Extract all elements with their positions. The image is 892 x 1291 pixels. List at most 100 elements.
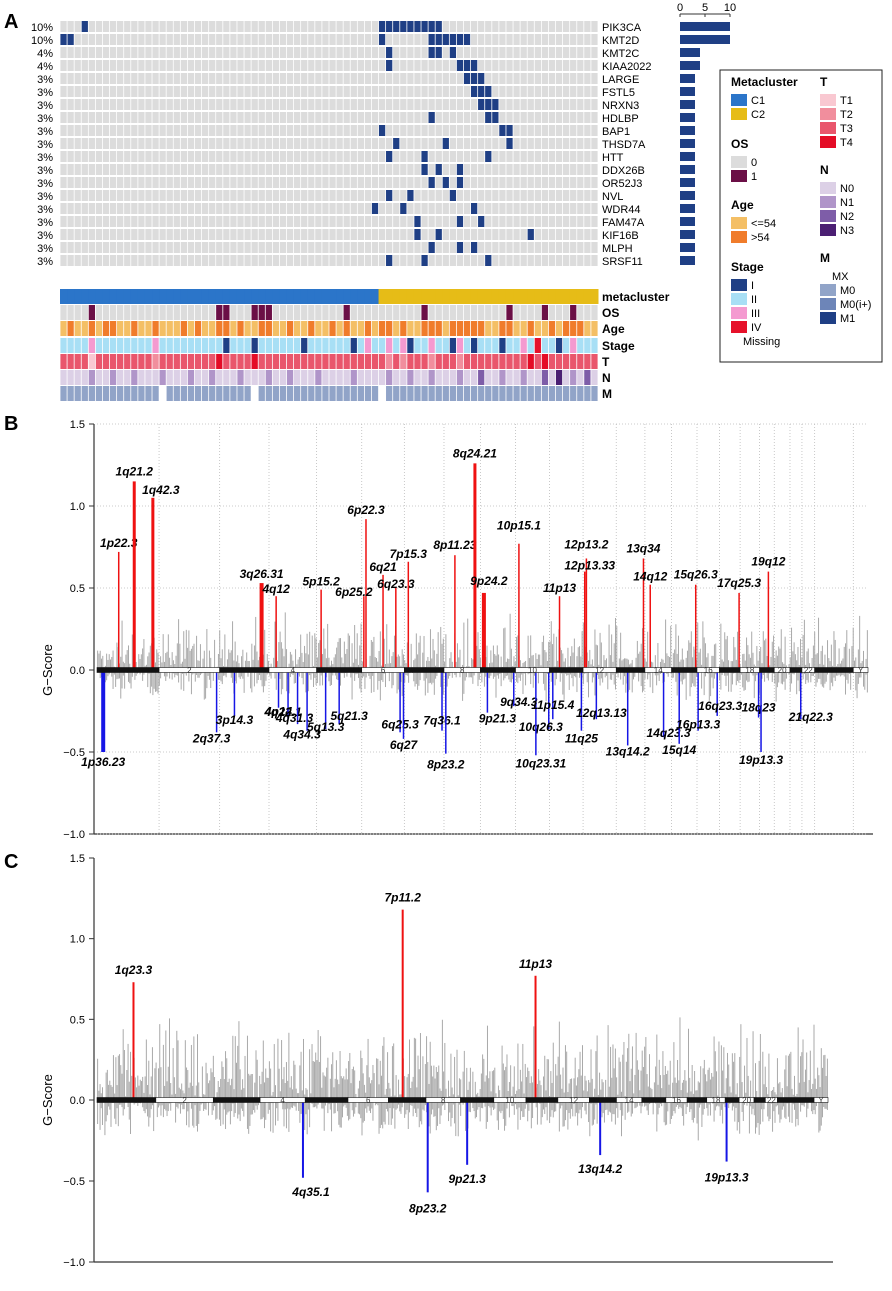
empty-cell xyxy=(421,47,428,58)
amp-peak-bar xyxy=(363,596,365,670)
oncoprint-legend: MetaclusterC1C2OS01Age<=54>54StageIIIIII… xyxy=(719,69,883,363)
track-cell xyxy=(485,321,492,336)
legend-swatch xyxy=(731,170,747,182)
empty-cell xyxy=(308,242,315,253)
empty-cell xyxy=(343,229,350,240)
empty-cell xyxy=(216,125,223,136)
empty-cell xyxy=(322,47,329,58)
empty-cell xyxy=(265,125,272,136)
empty-cell xyxy=(520,112,527,123)
track-cell xyxy=(116,289,125,304)
empty-cell xyxy=(279,216,287,227)
empty-cell xyxy=(138,47,145,58)
track-cell xyxy=(251,289,259,304)
empty-cell xyxy=(308,99,315,110)
empty-cell xyxy=(456,229,464,240)
track-cell xyxy=(449,289,457,304)
empty-cell xyxy=(124,112,131,123)
track-cell xyxy=(400,305,407,320)
empty-cell xyxy=(216,203,223,214)
empty-cell xyxy=(124,203,131,214)
empty-cell xyxy=(329,138,336,149)
legend-swatch xyxy=(731,217,747,229)
empty-cell xyxy=(527,60,534,71)
empty-cell xyxy=(95,242,103,253)
empty-cell xyxy=(322,21,329,32)
amp-peak-label: 15q26.3 xyxy=(674,568,718,582)
del-peak-label: 13q14.2 xyxy=(578,1162,622,1176)
track-cell xyxy=(386,370,393,385)
empty-cell xyxy=(109,164,117,175)
empty-cell xyxy=(442,73,449,84)
empty-cell xyxy=(414,151,421,162)
empty-cell xyxy=(109,34,117,45)
empty-cell xyxy=(131,21,138,32)
track-cell xyxy=(570,321,577,336)
track-cell xyxy=(591,338,598,353)
empty-cell xyxy=(258,60,265,71)
track-cell xyxy=(152,305,159,320)
track-cell xyxy=(223,305,230,320)
empty-cell xyxy=(435,60,442,71)
track-cell xyxy=(315,370,322,385)
track-cell xyxy=(478,338,485,353)
track-cell xyxy=(485,338,492,353)
empty-cell xyxy=(258,151,265,162)
empty-cell xyxy=(485,190,492,201)
empty-cell xyxy=(74,242,81,253)
empty-cell xyxy=(449,242,457,253)
empty-cell xyxy=(201,138,209,149)
empty-cell xyxy=(534,164,541,175)
empty-cell xyxy=(272,138,280,149)
empty-cell xyxy=(463,229,471,240)
empty-cell xyxy=(152,164,159,175)
empty-cell xyxy=(350,34,357,45)
empty-cell xyxy=(81,190,88,201)
empty-cell xyxy=(294,177,301,188)
mutation-count-bar xyxy=(680,230,695,239)
amp-peak-bar xyxy=(583,571,586,670)
track-cell xyxy=(478,321,485,336)
track-cell xyxy=(265,321,272,336)
mutation-count-bar xyxy=(680,87,695,96)
track-cell xyxy=(194,289,203,304)
empty-cell xyxy=(393,164,400,175)
empty-cell xyxy=(173,21,180,32)
track-cell xyxy=(513,354,520,369)
empty-cell xyxy=(435,73,442,84)
empty-cell xyxy=(131,86,138,97)
track-cell xyxy=(400,354,407,369)
empty-cell xyxy=(563,138,570,149)
empty-cell xyxy=(286,21,294,32)
empty-cell xyxy=(570,73,577,84)
empty-cell xyxy=(124,190,131,201)
empty-cell xyxy=(520,138,527,149)
legend-swatch xyxy=(820,108,836,120)
empty-cell xyxy=(301,255,308,266)
empty-cell xyxy=(492,229,499,240)
track-cell xyxy=(272,370,280,385)
track-cell xyxy=(272,321,280,336)
amp-peak-bar xyxy=(382,574,384,670)
track-cell xyxy=(555,354,563,369)
track-cell xyxy=(322,305,329,320)
track-cell xyxy=(272,338,280,353)
empty-cell xyxy=(286,177,294,188)
empty-cell xyxy=(520,60,527,71)
empty-cell xyxy=(251,112,258,123)
empty-cell xyxy=(357,99,364,110)
empty-cell xyxy=(131,34,138,45)
empty-cell xyxy=(109,138,117,149)
empty-cell xyxy=(201,34,209,45)
track-cell xyxy=(194,338,202,353)
track-cell xyxy=(258,386,265,401)
empty-cell xyxy=(478,138,485,149)
amp-peak-bar xyxy=(481,592,486,670)
track-cell xyxy=(258,289,266,304)
track-cell xyxy=(286,370,294,385)
track-cell xyxy=(584,321,591,336)
empty-cell xyxy=(88,242,95,253)
empty-cell xyxy=(315,255,322,266)
empty-cell xyxy=(322,138,329,149)
empty-cell xyxy=(81,138,88,149)
